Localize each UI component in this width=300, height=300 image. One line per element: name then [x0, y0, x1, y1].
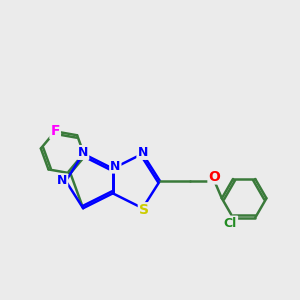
Text: N: N: [110, 160, 121, 172]
Text: N: N: [57, 175, 67, 188]
Text: S: S: [139, 203, 149, 217]
Text: N: N: [137, 146, 148, 159]
Text: Cl: Cl: [224, 217, 237, 230]
Text: N: N: [78, 146, 88, 159]
Text: F: F: [50, 124, 60, 138]
Text: O: O: [208, 169, 220, 184]
